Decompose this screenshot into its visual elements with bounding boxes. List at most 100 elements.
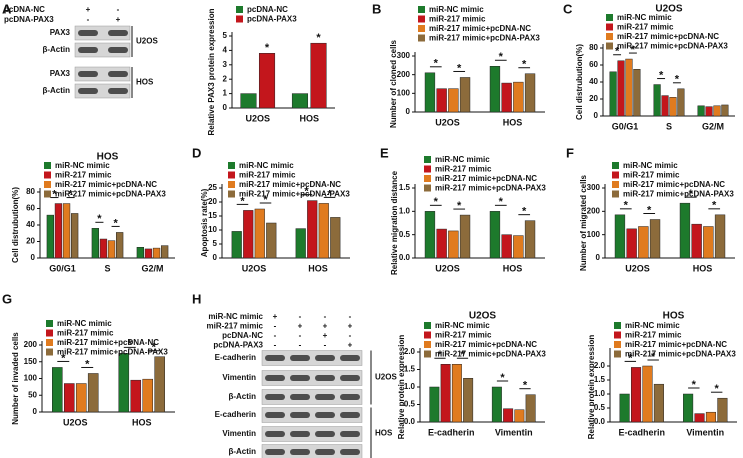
significance: * bbox=[434, 196, 439, 208]
blot-band bbox=[340, 431, 360, 437]
legend-swatch bbox=[614, 341, 621, 348]
blot-band bbox=[315, 394, 335, 400]
legend-swatch bbox=[612, 190, 619, 198]
bar bbox=[705, 106, 713, 117]
blot-band bbox=[340, 412, 360, 418]
blot-row-label: PAX3 bbox=[50, 69, 71, 78]
bar bbox=[524, 73, 536, 113]
panel-letter: B bbox=[372, 1, 381, 16]
condition-label: pcDNA-PAX3 bbox=[213, 341, 263, 350]
chart-title: U2OS bbox=[469, 310, 497, 321]
legend-label: miR-217 mimic bbox=[623, 171, 680, 180]
condition-sign: + bbox=[273, 312, 278, 321]
x-tick-label: G2/M bbox=[702, 121, 724, 131]
x-tick-label: G0/G1 bbox=[612, 121, 639, 131]
y-tick-label: 10 bbox=[208, 225, 217, 234]
condition-sign: - bbox=[274, 341, 277, 350]
bar bbox=[694, 413, 705, 423]
bar bbox=[717, 397, 728, 423]
bar bbox=[107, 240, 116, 259]
bar bbox=[307, 200, 318, 259]
legend-label: miR-217 mimic+pcDNA-NC bbox=[617, 32, 719, 41]
blot-band bbox=[265, 355, 285, 361]
y-tick-label: 200 bbox=[587, 206, 601, 215]
significance: * bbox=[500, 372, 505, 384]
bar bbox=[160, 245, 169, 259]
x-tick-label: U2OS bbox=[435, 117, 460, 127]
bar bbox=[448, 230, 459, 259]
bar bbox=[669, 97, 677, 117]
y-tick-label: 20 bbox=[208, 197, 217, 206]
legend-swatch bbox=[236, 6, 243, 13]
significance: * bbox=[434, 58, 439, 70]
panel-letter: D bbox=[192, 145, 201, 160]
panel-letter: C bbox=[563, 1, 573, 16]
legend-swatch bbox=[424, 175, 431, 182]
bar bbox=[254, 208, 265, 259]
blot-strip bbox=[261, 389, 363, 405]
y-axis-label: Apoptosis rate(%) bbox=[200, 188, 209, 257]
legend-swatch bbox=[228, 190, 235, 198]
legend-label: miR-217 mimic+pcDNA-PAX3 bbox=[55, 190, 166, 199]
legend-label: pcDNA-PAX3 bbox=[247, 15, 297, 24]
significance: * bbox=[624, 200, 629, 212]
blot-band bbox=[315, 355, 335, 361]
legend-swatch bbox=[228, 171, 235, 179]
x-tick-label: E-cadherin bbox=[618, 427, 665, 437]
y-axis-label: Cell distrubution(%) bbox=[11, 187, 20, 263]
blot-band bbox=[108, 30, 128, 36]
y-tick-label: 1.0 bbox=[399, 206, 411, 215]
bar bbox=[713, 105, 721, 117]
bar bbox=[721, 104, 729, 117]
bar bbox=[653, 84, 661, 117]
y-axis-label: Number of migrated cells bbox=[579, 174, 588, 271]
legend-swatch bbox=[606, 14, 613, 21]
bar bbox=[70, 213, 79, 259]
legend-label: miR-217 mimic+pcDNA-PAX3 bbox=[625, 350, 736, 359]
y-axis-label: Relative PAX3 protein expression bbox=[207, 8, 216, 135]
legend-label: miR-217 mimic+pcDNA-NC bbox=[429, 24, 531, 33]
legend-swatch bbox=[424, 156, 431, 163]
bar bbox=[501, 234, 512, 259]
bar bbox=[617, 60, 625, 117]
bar bbox=[513, 81, 524, 113]
blot-row-label: β-Actin bbox=[228, 447, 256, 456]
blot-strip bbox=[261, 350, 363, 366]
legend-label: miR-217 mimic+pcDNA-PAX3 bbox=[57, 348, 168, 357]
bar bbox=[87, 373, 99, 413]
significance: * bbox=[113, 217, 118, 229]
blot-band bbox=[315, 412, 335, 418]
bar bbox=[448, 88, 459, 113]
x-tick-label: Vimentin bbox=[686, 427, 724, 437]
significance: * bbox=[304, 186, 309, 198]
bar bbox=[330, 217, 341, 259]
y-tick-label: 2.0 bbox=[594, 361, 606, 370]
significance: * bbox=[457, 200, 462, 212]
x-tick-label: HOS bbox=[503, 263, 523, 273]
x-tick-label: G2/M bbox=[141, 263, 163, 273]
bar bbox=[683, 393, 694, 423]
blot-row-label: E-cadherin bbox=[215, 410, 256, 419]
y-tick-label: 2.0 bbox=[404, 347, 416, 356]
bar bbox=[679, 202, 691, 259]
legend-swatch bbox=[424, 184, 431, 192]
significance: * bbox=[438, 349, 443, 361]
y-tick-label: 0.0 bbox=[404, 417, 416, 426]
panel-letter: E bbox=[380, 145, 389, 160]
bar bbox=[130, 379, 142, 413]
y-axis-label: Relative protein expression bbox=[587, 335, 596, 440]
y-tick-label: 40 bbox=[26, 220, 35, 229]
y-axis-label: Number of cloned cells bbox=[389, 39, 398, 128]
bar bbox=[661, 95, 669, 117]
y-tick-label: 0.5 bbox=[594, 403, 606, 412]
bar bbox=[46, 214, 55, 259]
y-tick-label: 0.0 bbox=[594, 417, 606, 426]
bar bbox=[633, 69, 641, 117]
condition-sign: + bbox=[348, 341, 353, 350]
legend-label: miR-NC mimic bbox=[435, 321, 490, 330]
legend-swatch bbox=[46, 348, 53, 356]
y-tick-label: 50 bbox=[28, 390, 37, 399]
bar bbox=[144, 248, 153, 259]
bar bbox=[491, 386, 502, 423]
y-tick-label: 3 bbox=[223, 60, 228, 69]
